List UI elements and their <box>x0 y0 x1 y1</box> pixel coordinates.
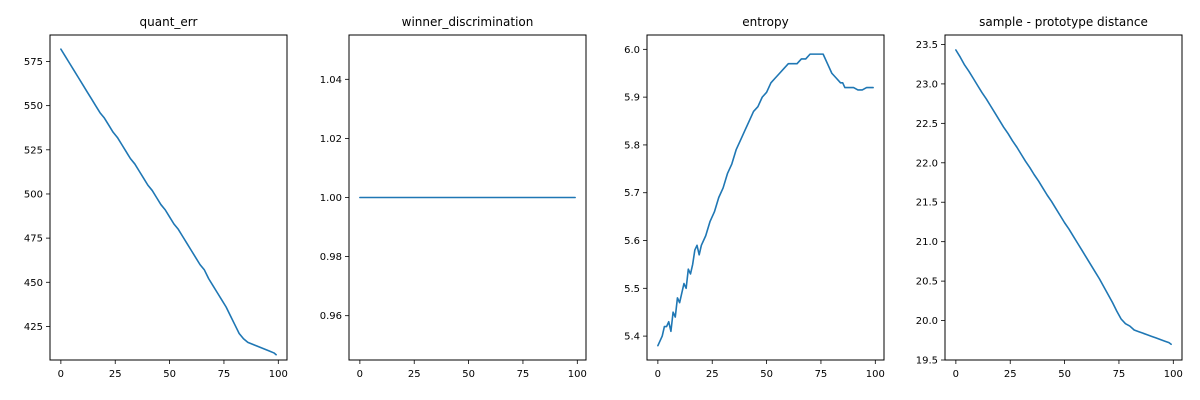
y-tick-label: 5.5 <box>624 284 640 295</box>
x-tick-label: 50 <box>163 369 176 380</box>
y-tick-label: 1.02 <box>320 134 342 145</box>
y-tick-label: 425 <box>24 322 43 333</box>
x-tick-label: 100 <box>269 369 288 380</box>
x-tick-label: 50 <box>760 369 773 380</box>
x-tick-label: 75 <box>517 369 530 380</box>
y-tick-label: 0.96 <box>320 311 342 322</box>
x-tick-label: 75 <box>218 369 231 380</box>
y-tick-label: 19.5 <box>916 356 938 367</box>
x-tick-label: 100 <box>1164 369 1183 380</box>
y-tick-label: 0.98 <box>320 252 342 263</box>
series-line <box>60 48 277 356</box>
x-tick-label: 75 <box>815 369 828 380</box>
y-tick-label: 550 <box>24 101 43 112</box>
y-tick-label: 21.5 <box>916 198 938 209</box>
y-tick-label: 525 <box>24 145 43 156</box>
series-line <box>955 49 1172 346</box>
y-tick-label: 5.4 <box>624 332 640 343</box>
x-tick-label: 50 <box>462 369 475 380</box>
subplot-entropy: entropy 0 25 50 75 100 5.4 5.5 5.6 5.7 5.8 5.9 6.0 <box>624 15 885 380</box>
subplot-quant-err: quant_err 0 25 50 75 100 425 450 475 500 525 550 57… <box>24 15 288 380</box>
y-tick-label: 575 <box>24 57 43 68</box>
y-tick-label: 20.0 <box>916 316 938 327</box>
y-tick-label: 20.5 <box>916 277 938 288</box>
y-tick-label: 6.0 <box>624 45 640 56</box>
x-tick-label: 75 <box>1113 369 1126 380</box>
axes-frame <box>944 34 1183 361</box>
y-tick-label: 23.0 <box>916 79 938 90</box>
y-tick-label: 5.8 <box>624 140 640 151</box>
subplot-title: winner_discrimination <box>402 15 534 29</box>
y-tick-label: 21.0 <box>916 237 938 248</box>
y-tick-label: 450 <box>24 278 43 289</box>
y-tick-label: 5.6 <box>624 236 640 247</box>
y-tick-label: 1.00 <box>320 193 342 204</box>
x-tick-label: 50 <box>1058 369 1071 380</box>
y-tick-label: 475 <box>24 234 43 245</box>
x-tick-label: 25 <box>408 369 421 380</box>
x-tick-label: 0 <box>58 369 64 380</box>
y-tick-label: 22.0 <box>916 158 938 169</box>
x-tick-label: 0 <box>655 369 661 380</box>
x-tick-label: 100 <box>568 369 587 380</box>
subplot-title: quant_err <box>140 15 198 29</box>
y-tick-label: 5.7 <box>624 188 640 199</box>
axes-frame <box>646 34 885 361</box>
y-tick-label: 1.04 <box>320 75 342 86</box>
x-tick-label: 0 <box>357 369 363 380</box>
subplot-sample-prototype-distance: sample - prototype distance 0 25 50 75 100 19… <box>916 15 1183 380</box>
y-tick-label: 500 <box>24 189 43 200</box>
x-tick-label: 100 <box>866 369 885 380</box>
y-tick-label: 23.5 <box>916 40 938 51</box>
subplot-winner-discrimination: winner_discrimination 0 25 50 75 100 0.96 0.98… <box>320 15 587 380</box>
y-tick-label: 5.9 <box>624 93 640 104</box>
series-line <box>657 53 874 347</box>
subplot-title: entropy <box>742 15 788 29</box>
axes-frame <box>49 34 288 361</box>
x-tick-label: 25 <box>1004 369 1017 380</box>
x-tick-label: 25 <box>706 369 719 380</box>
x-tick-label: 25 <box>109 369 122 380</box>
y-tick-label: 22.5 <box>916 119 938 130</box>
subplot-title: sample - prototype distance <box>979 15 1148 29</box>
x-tick-label: 0 <box>953 369 959 380</box>
